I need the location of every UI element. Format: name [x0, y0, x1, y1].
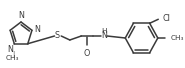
Text: N: N	[34, 25, 40, 34]
Text: H: H	[102, 28, 107, 34]
Text: N: N	[101, 31, 107, 41]
Text: S: S	[55, 31, 60, 41]
Text: Cl: Cl	[162, 14, 170, 23]
Text: O: O	[84, 48, 90, 58]
Text: CH₃: CH₃	[170, 35, 184, 41]
Text: CH₃: CH₃	[6, 55, 19, 61]
Text: N: N	[18, 11, 24, 20]
Text: N: N	[7, 45, 13, 54]
Text: |: |	[12, 51, 14, 58]
